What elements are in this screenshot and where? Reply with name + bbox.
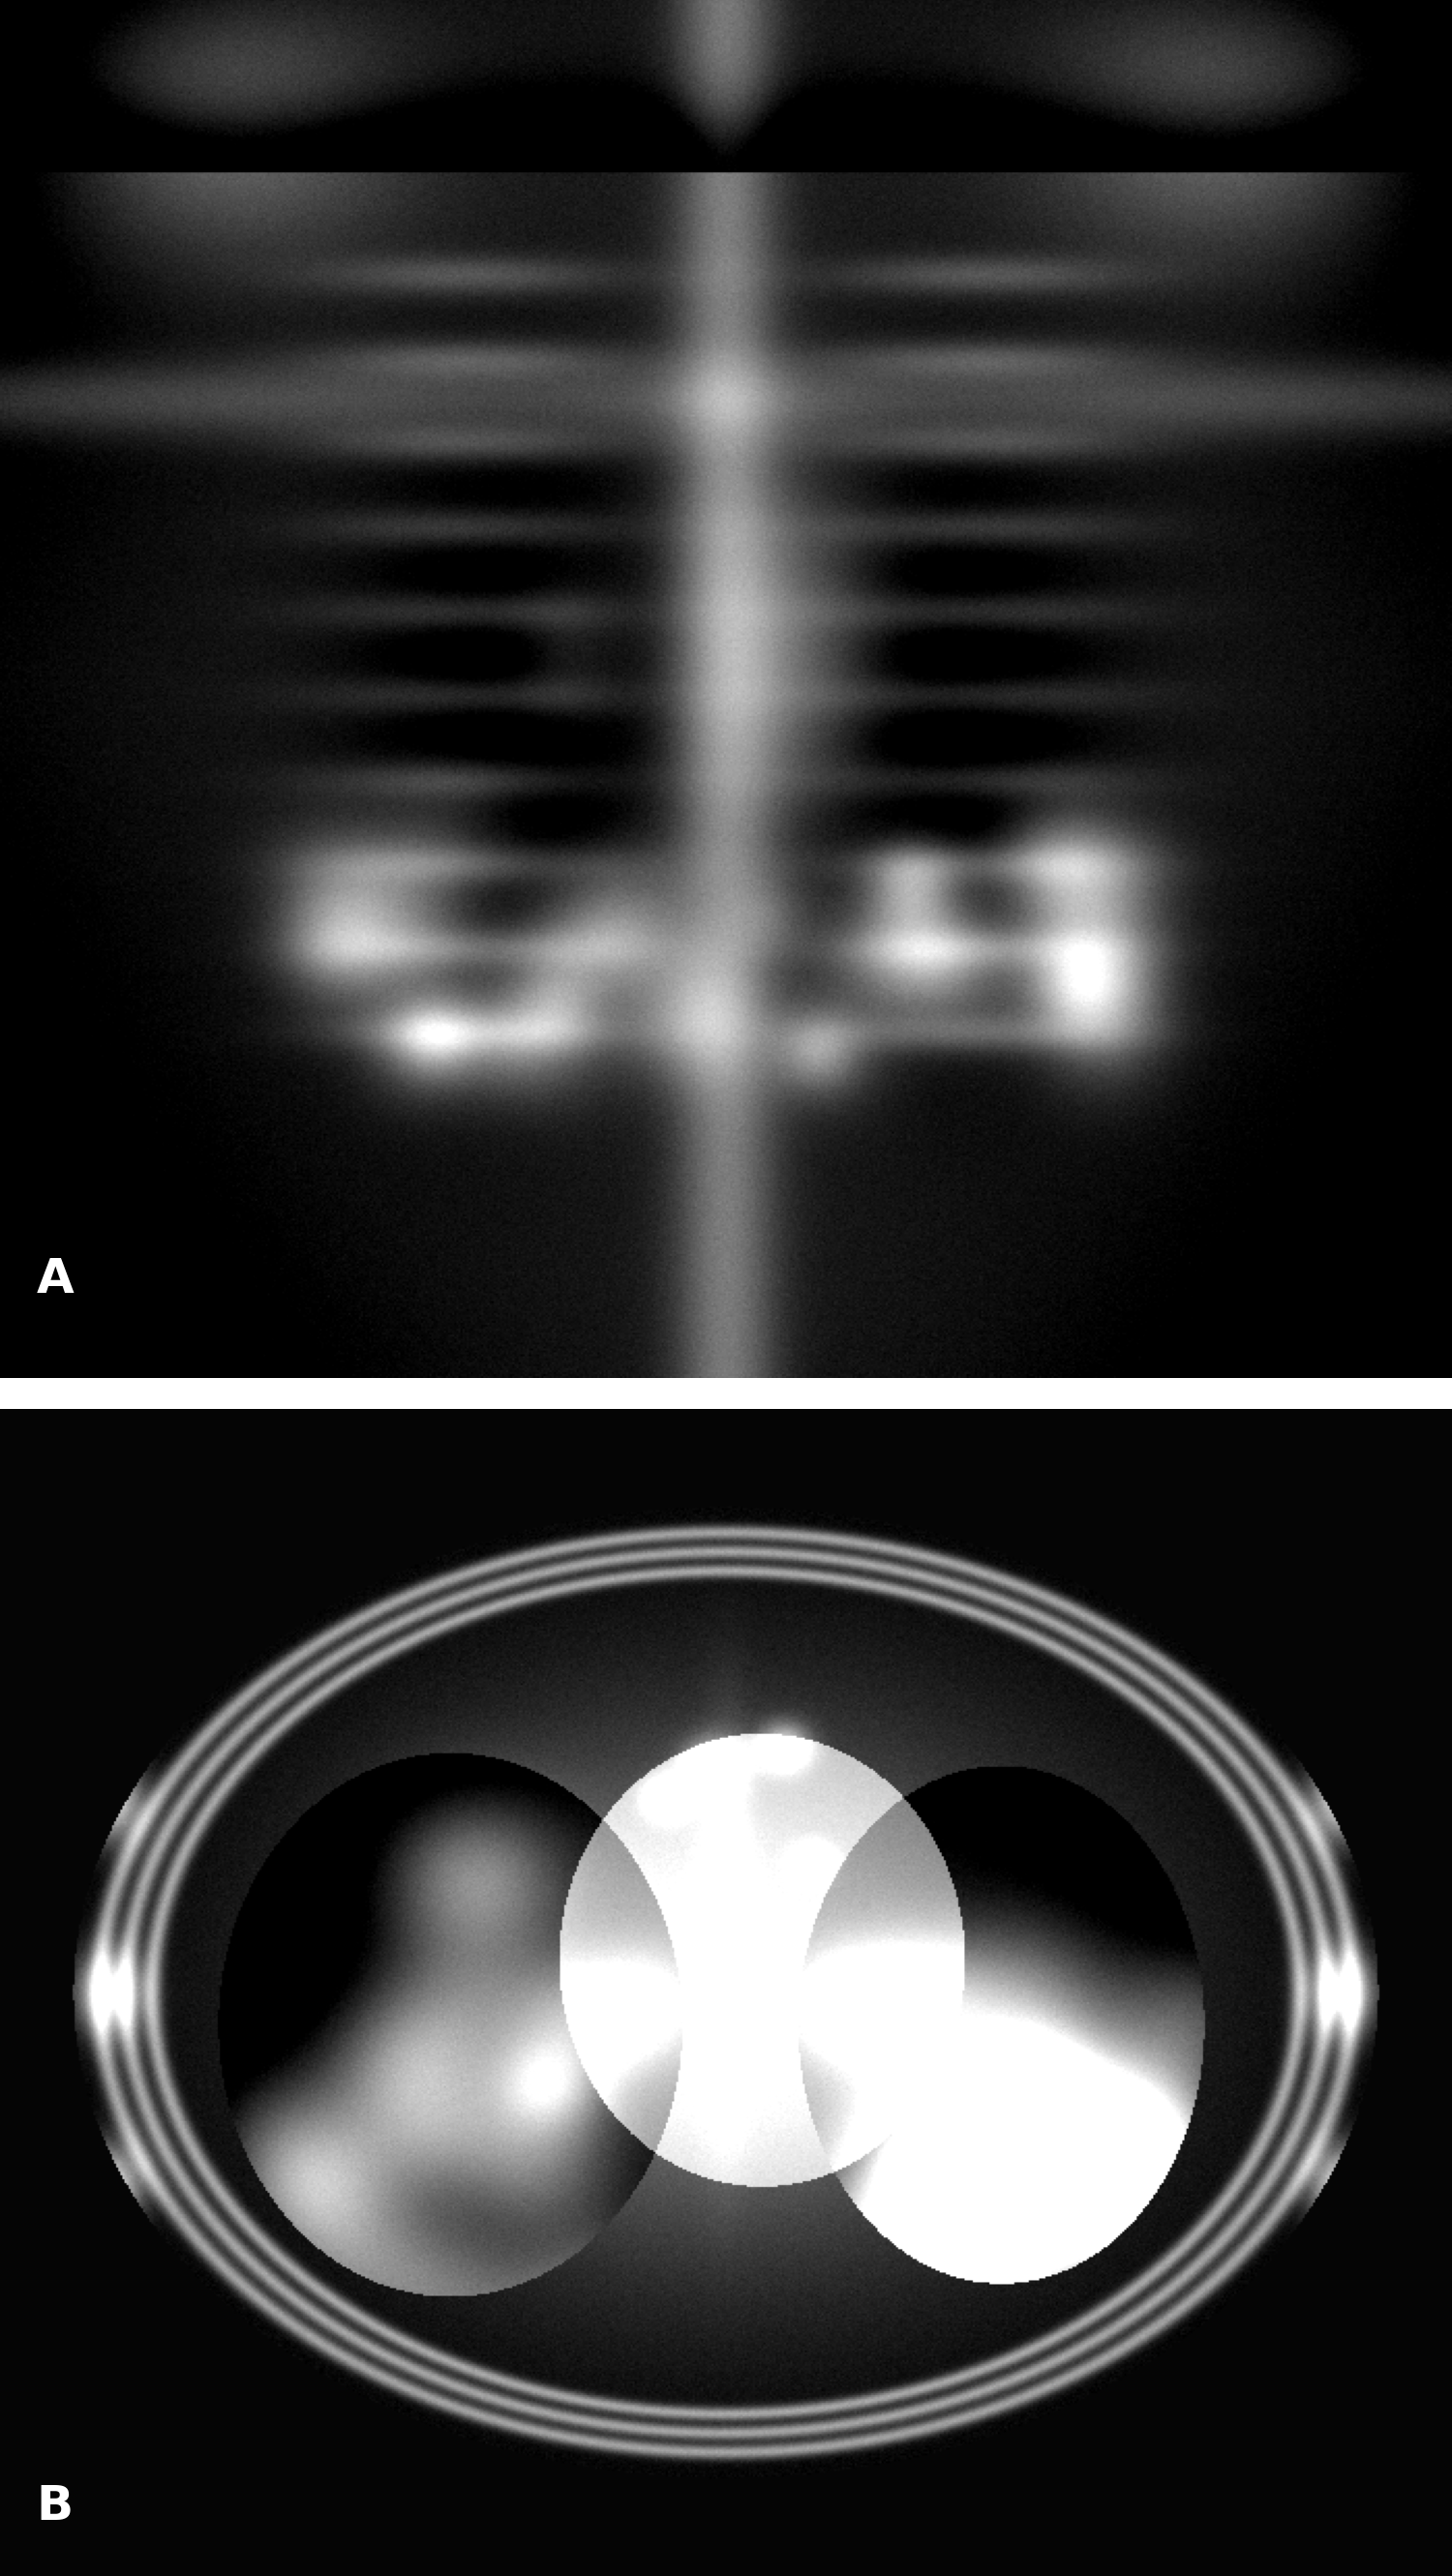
Text: A: A [36, 1257, 74, 1303]
Text: B: B [36, 2483, 73, 2530]
